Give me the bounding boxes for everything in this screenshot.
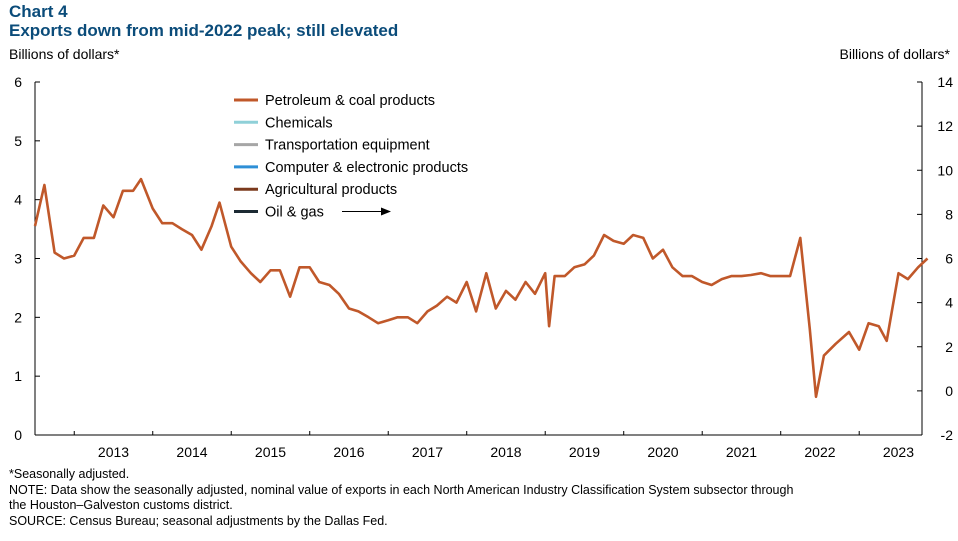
x-tick-label: 2021 <box>726 444 757 460</box>
legend-label: Agricultural products <box>265 182 397 198</box>
chart-title: Exports down from mid-2022 peak; still e… <box>9 21 399 40</box>
left-tick-label: 3 <box>14 251 22 267</box>
x-tick-label: 2016 <box>333 444 364 460</box>
note-line-1: NOTE: Data show the seasonally adjusted,… <box>9 483 794 497</box>
right-tick-label: 8 <box>945 206 953 222</box>
legend-label: Oil & gas <box>265 205 324 221</box>
left-tick-label: 2 <box>14 309 22 325</box>
chart-label: Chart 4 <box>9 2 68 21</box>
right-tick-label: 10 <box>937 162 953 178</box>
series-line-petroleum-coal-products <box>33 177 929 399</box>
right-axis-unit: Billions of dollars* <box>839 46 951 62</box>
oil-gas-arrow-head <box>381 207 391 216</box>
legend-label: Chemicals <box>265 115 333 131</box>
right-tick-label: 14 <box>937 74 953 90</box>
legend-label: Computer & electronic products <box>265 160 468 176</box>
x-tick-label: 2018 <box>490 444 521 460</box>
left-tick-label: 0 <box>14 427 22 443</box>
legend-label: Transportation equipment <box>265 138 430 154</box>
source-line: SOURCE: Census Bureau; seasonal adjustme… <box>9 514 388 528</box>
x-tick-label: 2017 <box>412 444 443 460</box>
x-tick-label: 2014 <box>176 444 207 460</box>
right-tick-label: 0 <box>945 383 953 399</box>
x-tick-label: 2013 <box>98 444 129 460</box>
left-tick-label: 1 <box>14 368 22 384</box>
right-tick-label: -2 <box>941 427 954 443</box>
left-tick-label: 5 <box>14 133 22 149</box>
right-tick-label: 2 <box>945 339 953 355</box>
x-tick-label: 2020 <box>647 444 678 460</box>
x-tick-label: 2019 <box>569 444 600 460</box>
legend-label: Petroleum & coal products <box>265 93 435 109</box>
right-tick-label: 4 <box>945 295 953 311</box>
right-tick-label: 6 <box>945 251 953 267</box>
x-tick-label: 2022 <box>804 444 835 460</box>
note-line-2: the Houston–Galveston customs district. <box>9 498 233 512</box>
left-tick-label: 4 <box>14 192 22 208</box>
x-tick-label: 2015 <box>255 444 286 460</box>
x-tick-label: 2023 <box>883 444 914 460</box>
left-tick-label: 6 <box>14 74 22 90</box>
left-axis-unit: Billions of dollars* <box>9 46 120 62</box>
footnote: *Seasonally adjusted. <box>9 467 130 481</box>
right-tick-label: 12 <box>937 118 953 134</box>
